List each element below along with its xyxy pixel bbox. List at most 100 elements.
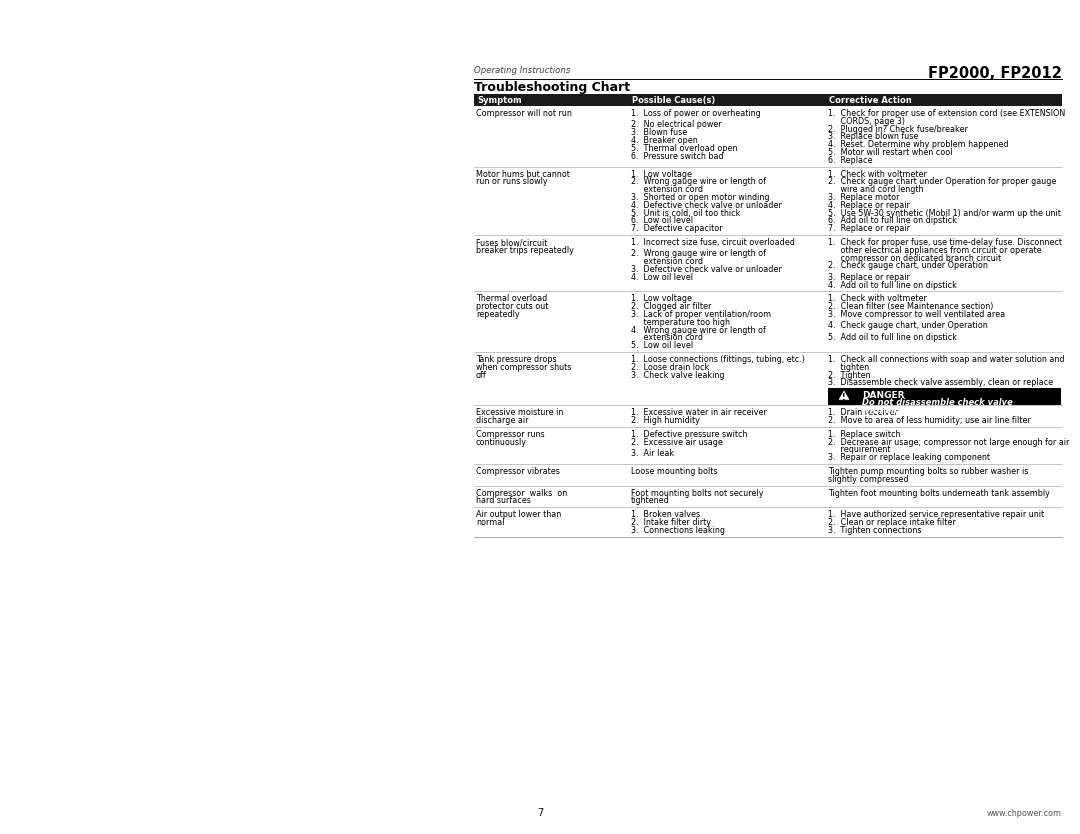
Text: 5.  Thermal overload open: 5. Thermal overload open (631, 143, 738, 153)
Text: other electrical appliances from circuit or operate: other electrical appliances from circuit… (828, 246, 1041, 255)
Text: 3.  Connections leaking: 3. Connections leaking (631, 525, 725, 535)
Text: tighten: tighten (828, 363, 869, 372)
Text: 3.  Disassemble check valve assembly, clean or replace: 3. Disassemble check valve assembly, cle… (828, 379, 1053, 387)
Text: 2.  Check gauge chart under Operation for proper gauge: 2. Check gauge chart under Operation for… (828, 178, 1056, 187)
Text: 1.  Defective pressure switch: 1. Defective pressure switch (631, 430, 747, 439)
Text: Loose mounting bolts: Loose mounting bolts (631, 467, 717, 476)
Text: slightly compressed: slightly compressed (828, 475, 908, 484)
Text: 1.  Loss of power or overheating: 1. Loss of power or overheating (631, 109, 760, 118)
Text: 1.  Loose connections (fittings, tubing, etc.): 1. Loose connections (fittings, tubing, … (631, 355, 805, 364)
Text: www.chpower.com: www.chpower.com (987, 809, 1062, 818)
Text: 2.  Intake filter dirty: 2. Intake filter dirty (631, 518, 711, 527)
Text: 4.  Wrong gauge wire or length of: 4. Wrong gauge wire or length of (631, 325, 766, 334)
Text: 1.  Check all connections with soap and water solution and: 1. Check all connections with soap and w… (828, 355, 1065, 364)
Text: 2.  Plugged in? Check fuse/breaker: 2. Plugged in? Check fuse/breaker (828, 124, 968, 133)
Text: extension cord: extension cord (631, 334, 703, 342)
Text: normal: normal (476, 518, 504, 527)
Text: Foot mounting bolts not securely: Foot mounting bolts not securely (631, 489, 764, 498)
Text: 4.  Check gauge chart, under Operation: 4. Check gauge chart, under Operation (828, 321, 988, 330)
Text: Thermal overload: Thermal overload (476, 294, 548, 304)
Text: 3.  Replace blown fuse: 3. Replace blown fuse (828, 133, 918, 142)
Text: temperature too high: temperature too high (631, 318, 730, 327)
Text: 1.  Replace switch: 1. Replace switch (828, 430, 901, 439)
Text: 3.  Check valve leaking: 3. Check valve leaking (631, 370, 725, 379)
Text: Tighten foot mounting bolts underneath tank assembly: Tighten foot mounting bolts underneath t… (828, 489, 1050, 498)
Text: 6.  Add oil to full line on dipstick: 6. Add oil to full line on dipstick (828, 216, 957, 225)
Text: off: off (476, 370, 487, 379)
Text: protector cuts out: protector cuts out (476, 302, 549, 311)
Text: tightened: tightened (631, 496, 670, 505)
Text: 1.  Low voltage: 1. Low voltage (631, 294, 692, 304)
Text: discharge air: discharge air (476, 416, 528, 425)
Text: breaker trips repeatedly: breaker trips repeatedly (476, 246, 573, 255)
Text: 3.  Shorted or open motor winding: 3. Shorted or open motor winding (631, 193, 769, 202)
Text: Compressor  walks  on: Compressor walks on (476, 489, 567, 498)
Text: 2.  Clean or replace intake filter: 2. Clean or replace intake filter (828, 518, 956, 527)
Text: 1.  Check with voltmeter: 1. Check with voltmeter (828, 169, 927, 178)
Text: 3.  Defective check valve or unloader: 3. Defective check valve or unloader (631, 265, 782, 274)
Text: 5.  Low oil level: 5. Low oil level (631, 341, 693, 350)
Text: 6.  Replace: 6. Replace (828, 156, 873, 165)
Text: continuously: continuously (476, 438, 527, 446)
Text: 3.  Repair or replace leaking component: 3. Repair or replace leaking component (828, 453, 990, 462)
Text: Tank pressure drops: Tank pressure drops (476, 355, 556, 364)
Text: 1.  Check for proper use of extension cord (see EXTENSION: 1. Check for proper use of extension cor… (828, 109, 1065, 118)
Text: Do not disassemble check valve: Do not disassemble check valve (862, 398, 1013, 407)
Text: 1.  Low voltage: 1. Low voltage (631, 169, 692, 178)
Text: 3.  Replace or repair: 3. Replace or repair (828, 273, 909, 282)
Text: 2.  High humidity: 2. High humidity (631, 416, 700, 425)
Text: with air in tank; bleed tank: with air in tank; bleed tank (862, 405, 990, 414)
Text: 2.  Excessive air usage: 2. Excessive air usage (631, 438, 723, 446)
Text: 2.  Loose drain lock: 2. Loose drain lock (631, 363, 710, 372)
Text: Possible Cause(s): Possible Cause(s) (632, 96, 715, 105)
Text: when compressor shuts: when compressor shuts (476, 363, 571, 372)
Text: 5.  Add oil to full line on dipstick: 5. Add oil to full line on dipstick (828, 333, 957, 342)
Text: 3.  Move compressor to well ventilated area: 3. Move compressor to well ventilated ar… (828, 310, 1005, 319)
Text: repeatedly: repeatedly (476, 310, 519, 319)
Text: CORDS, page 3): CORDS, page 3) (828, 117, 905, 126)
Text: 1.  Incorrect size fuse, circuit overloaded: 1. Incorrect size fuse, circuit overload… (631, 238, 795, 247)
Text: Fuses blow/circuit: Fuses blow/circuit (476, 238, 548, 247)
Text: 2.  Wrong gauge wire or length of: 2. Wrong gauge wire or length of (631, 249, 766, 259)
Text: 4.  Breaker open: 4. Breaker open (631, 136, 698, 145)
Text: 1.  Have authorized service representative repair unit: 1. Have authorized service representativ… (828, 510, 1044, 519)
Text: Compressor vibrates: Compressor vibrates (476, 467, 559, 476)
Text: 4.  Replace or repair: 4. Replace or repair (828, 201, 909, 210)
Text: 3.  Replace motor: 3. Replace motor (828, 193, 900, 202)
Text: 7: 7 (537, 808, 543, 818)
Text: 2.  Clean filter (see Maintenance section): 2. Clean filter (see Maintenance section… (828, 302, 994, 311)
Text: 2.  Tighten: 2. Tighten (828, 370, 870, 379)
Text: 1.  Broken valves: 1. Broken valves (631, 510, 700, 519)
Text: Symptom: Symptom (477, 96, 522, 105)
Text: 1.  Excessive water in air receiver: 1. Excessive water in air receiver (631, 408, 767, 417)
Text: 1.  Drain receiver: 1. Drain receiver (828, 408, 897, 417)
Text: 4.  Reset. Determine why problem happened: 4. Reset. Determine why problem happened (828, 140, 1009, 149)
Text: 3.  Blown fuse: 3. Blown fuse (631, 128, 687, 137)
Text: compressor on dedicated branch circuit: compressor on dedicated branch circuit (828, 254, 1001, 263)
Text: 4.  Add oil to full line on dipstick: 4. Add oil to full line on dipstick (828, 280, 957, 289)
Text: Tighten pump mounting bolts so rubber washer is: Tighten pump mounting bolts so rubber wa… (828, 467, 1028, 476)
Text: requirement: requirement (828, 445, 891, 455)
Text: 4.  Defective check valve or unloader: 4. Defective check valve or unloader (631, 201, 782, 210)
Bar (474, 94, 1062, 106)
Text: 5.  Motor will restart when cool: 5. Motor will restart when cool (828, 148, 953, 157)
Text: !: ! (842, 393, 846, 402)
Text: 2.  No electrical power: 2. No electrical power (631, 120, 721, 129)
Text: Air output lower than: Air output lower than (476, 510, 562, 519)
Text: Compressor runs: Compressor runs (476, 430, 544, 439)
Text: 2.  Check gauge chart, under Operation: 2. Check gauge chart, under Operation (828, 261, 988, 270)
Text: 2.  Decrease air usage; compressor not large enough for air: 2. Decrease air usage; compressor not la… (828, 438, 1069, 446)
Text: 7.  Defective capacitor: 7. Defective capacitor (631, 224, 723, 234)
Text: FP2000, FP2012: FP2000, FP2012 (928, 66, 1062, 81)
Text: wire and cord length: wire and cord length (828, 185, 923, 194)
Text: 7.  Replace or repair: 7. Replace or repair (828, 224, 910, 234)
Text: extension cord: extension cord (631, 257, 703, 266)
Text: DANGER: DANGER (862, 391, 905, 400)
Text: 4.  Low oil level: 4. Low oil level (631, 273, 693, 282)
Text: 2.  Move to area of less humidity; use air line filter: 2. Move to area of less humidity; use ai… (828, 416, 1030, 425)
Text: Corrective Action: Corrective Action (829, 96, 912, 105)
Text: 3.  Tighten connections: 3. Tighten connections (828, 525, 921, 535)
Text: 5.  Unit is cold, oil too thick: 5. Unit is cold, oil too thick (631, 208, 741, 218)
Text: Excessive moisture in: Excessive moisture in (476, 408, 564, 417)
Text: extension cord: extension cord (631, 185, 703, 194)
